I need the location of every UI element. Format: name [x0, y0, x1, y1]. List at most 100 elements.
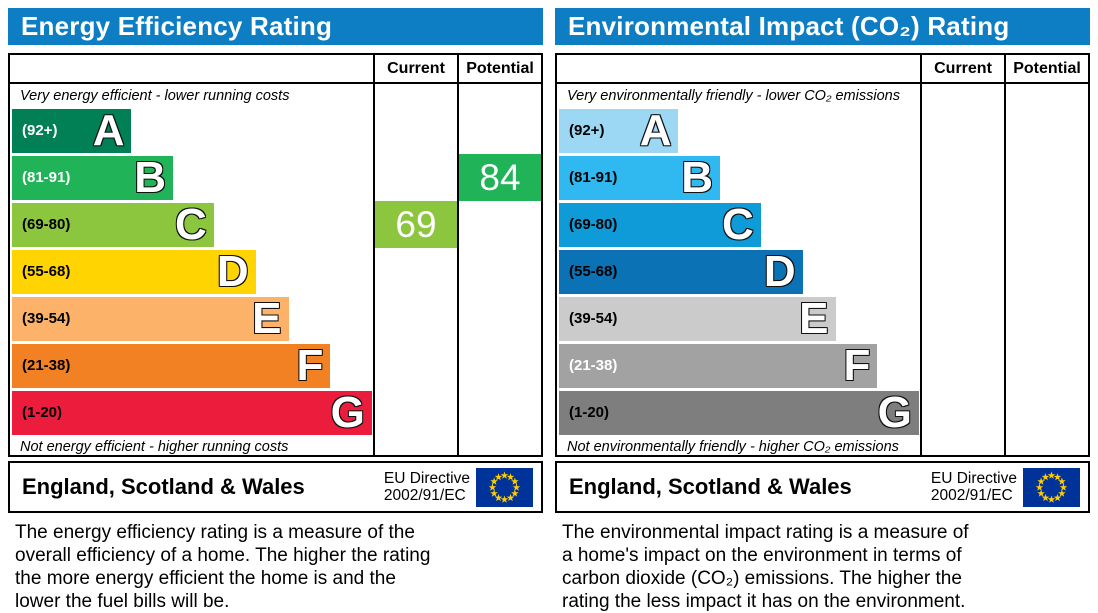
- potential-cell: [1004, 248, 1088, 295]
- energy-footer-bar: England, Scotland & Wales EU Directive 2…: [8, 461, 543, 513]
- band-row-f: (21-38) F: [557, 342, 1088, 389]
- potential-cell: [1004, 84, 1088, 107]
- band-bar-e: (39-54) E: [12, 293, 289, 343]
- band-range-label: (69-80): [569, 216, 618, 233]
- band-row-a: (92+) A: [557, 107, 1088, 154]
- region-label: England, Scotland & Wales: [569, 474, 852, 499]
- potential-cell: [457, 436, 541, 457]
- band-row-d: (55-68) D: [10, 248, 541, 295]
- band-bar-b: (81-91) B: [12, 152, 173, 202]
- eu-directive-line2: 2002/91/EC: [930, 487, 1013, 504]
- current-column-header: Current: [920, 55, 1004, 82]
- band-bar-area: (1-20) G: [10, 389, 373, 436]
- band-grade-letter: A: [639, 105, 672, 155]
- eu-directive-label: EU Directive 2002/91/EC: [931, 470, 1017, 505]
- band-grade-letter: B: [680, 152, 713, 202]
- band-bar-area: (81-91) B: [557, 154, 920, 201]
- band-bar-area: (55-68) D: [557, 248, 920, 295]
- band-bar-area: (21-38) F: [557, 342, 920, 389]
- current-cell: [920, 389, 1004, 436]
- current-cell: [373, 84, 457, 107]
- current-cell: [373, 295, 457, 342]
- region-label: England, Scotland & Wales: [22, 474, 305, 499]
- current-cell: [920, 201, 1004, 248]
- band-bar-e: (39-54) E: [559, 295, 836, 341]
- current-cell: [920, 436, 1004, 457]
- band-bar-area: (92+) A: [557, 107, 920, 154]
- energy-rating-table: Current Potential Very energy efficient …: [8, 53, 543, 457]
- eu-directive-line1: EU Directive: [383, 469, 470, 487]
- potential-cell: [457, 295, 541, 342]
- band-row-b: (81-91) B 84: [10, 154, 541, 201]
- band-bar-area: (39-54) E: [557, 295, 920, 342]
- current-cell: [373, 248, 457, 295]
- current-cell: [920, 342, 1004, 389]
- band-grade-letter: C: [174, 199, 207, 249]
- current-cell: [920, 248, 1004, 295]
- band-grade-letter: D: [216, 246, 249, 296]
- potential-cell: [457, 248, 541, 295]
- band-range-label: (21-38): [569, 357, 618, 374]
- band-bar-c: (69-80) C: [559, 201, 761, 247]
- top-caption-row: Very environmentally friendly - lower CO…: [557, 84, 1088, 107]
- current-cell: [920, 107, 1004, 154]
- current-cell: [373, 154, 457, 201]
- band-bar-f: (21-38) F: [559, 340, 878, 390]
- band-bar-c: (69-80) C: [12, 199, 214, 249]
- description-line: a home's impact on the environment in te…: [562, 545, 962, 566]
- current-cell: 69: [373, 201, 457, 248]
- description-line: overall efficiency of a home. The higher…: [15, 545, 431, 566]
- top-caption: Very environmentally friendly - lower CO…: [567, 87, 900, 104]
- bottom-caption-row: Not environmentally friendly - higher CO…: [557, 436, 1088, 457]
- eu-directive-line1: EU Directive: [930, 469, 1017, 487]
- potential-cell: [457, 107, 541, 154]
- band-bar-area: (81-91) B: [10, 154, 373, 201]
- current-rating-indicator: 69: [375, 201, 457, 248]
- band-range-label: (55-68): [569, 263, 618, 280]
- band-grade-letter: E: [251, 293, 282, 343]
- band-grade-letter: G: [330, 387, 366, 437]
- environmental-description: The environmental impact rating is a mea…: [555, 521, 1090, 613]
- current-cell: [373, 436, 457, 457]
- potential-column-header: Potential: [1004, 55, 1088, 82]
- band-range-label: (39-54): [22, 310, 71, 327]
- band-grade-letter: B: [133, 152, 166, 202]
- potential-cell: [1004, 107, 1088, 154]
- header-spacer: [557, 55, 920, 82]
- current-cell: [373, 389, 457, 436]
- band-grade-letter: G: [877, 387, 913, 437]
- description-line: lower the fuel bills will be.: [15, 591, 230, 612]
- potential-column-header: Potential: [457, 55, 541, 82]
- band-grade-letter: F: [843, 340, 871, 390]
- description-line: carbon dioxide (CO₂) emissions. The high…: [562, 568, 962, 589]
- current-cell: [920, 154, 1004, 201]
- band-row-g: (1-20) G: [10, 389, 541, 436]
- band-bar-area: (21-38) F: [10, 342, 373, 389]
- current-cell: [373, 342, 457, 389]
- band-bar-area: (55-68) D: [10, 248, 373, 295]
- environmental-rating-table: Current Potential Very environmentally f…: [555, 53, 1090, 457]
- band-range-label: (92+): [22, 122, 58, 139]
- potential-cell: [457, 84, 541, 107]
- band-bar-area: (1-20) G: [557, 389, 920, 436]
- eu-directive-line2: 2002/91/EC: [383, 487, 466, 504]
- band-bar-a: (92+) A: [12, 107, 132, 153]
- column-header-row: Current Potential: [557, 55, 1088, 84]
- eu-flag-icon: [1023, 467, 1080, 507]
- potential-cell: [1004, 342, 1088, 389]
- potential-cell: [457, 389, 541, 436]
- band-range-label: (1-20): [22, 404, 63, 421]
- description-line: rating the less impact it has on the env…: [562, 591, 966, 612]
- band-range-label: (81-91): [569, 169, 618, 186]
- potential-cell: [1004, 295, 1088, 342]
- band-row-e: (39-54) E: [557, 295, 1088, 342]
- band-bar-b: (81-91) B: [559, 152, 720, 202]
- band-bar-area: (39-54) E: [10, 295, 373, 342]
- band-row-c: (69-80) C 69: [10, 201, 541, 248]
- current-column-header: Current: [373, 55, 457, 82]
- band-bar-area: (69-80) C: [10, 201, 373, 248]
- band-range-label: (1-20): [569, 404, 610, 421]
- band-row-d: (55-68) D: [557, 248, 1088, 295]
- energy-title-bar: Energy Efficiency Rating: [8, 8, 543, 45]
